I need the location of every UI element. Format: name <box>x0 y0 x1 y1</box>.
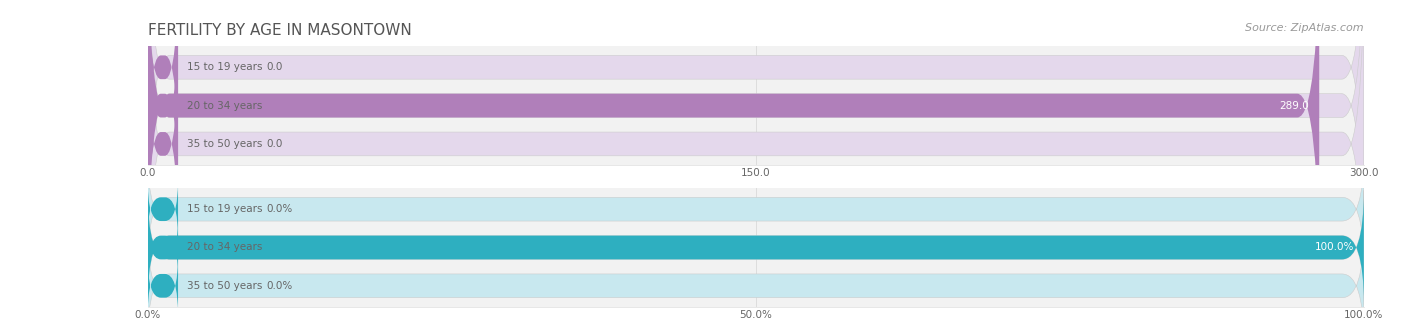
FancyBboxPatch shape <box>148 218 179 277</box>
FancyBboxPatch shape <box>148 0 1319 301</box>
FancyBboxPatch shape <box>148 0 1364 301</box>
Text: 0.0: 0.0 <box>266 62 283 72</box>
FancyBboxPatch shape <box>148 32 179 256</box>
Text: 15 to 19 years: 15 to 19 years <box>187 204 263 214</box>
FancyBboxPatch shape <box>148 0 179 218</box>
Text: Source: ZipAtlas.com: Source: ZipAtlas.com <box>1246 23 1364 33</box>
FancyBboxPatch shape <box>148 0 179 180</box>
Text: 35 to 50 years: 35 to 50 years <box>187 281 263 291</box>
Text: 20 to 34 years: 20 to 34 years <box>187 101 263 111</box>
Text: 20 to 34 years: 20 to 34 years <box>187 243 263 252</box>
Text: 0.0%: 0.0% <box>266 281 292 291</box>
Text: 0.0%: 0.0% <box>266 204 292 214</box>
FancyBboxPatch shape <box>148 0 1364 330</box>
Text: 15 to 19 years: 15 to 19 years <box>187 62 263 72</box>
FancyBboxPatch shape <box>148 190 1364 305</box>
FancyBboxPatch shape <box>148 152 1364 266</box>
Text: FERTILITY BY AGE IN MASONTOWN: FERTILITY BY AGE IN MASONTOWN <box>148 23 412 38</box>
Text: 289.0: 289.0 <box>1279 101 1309 111</box>
FancyBboxPatch shape <box>148 190 1364 305</box>
Text: 100.0%: 100.0% <box>1315 243 1354 252</box>
FancyBboxPatch shape <box>148 180 179 239</box>
Text: 35 to 50 years: 35 to 50 years <box>187 139 263 149</box>
FancyBboxPatch shape <box>148 0 1364 262</box>
FancyBboxPatch shape <box>148 256 179 315</box>
Text: 0.0: 0.0 <box>266 139 283 149</box>
FancyBboxPatch shape <box>148 229 1364 330</box>
